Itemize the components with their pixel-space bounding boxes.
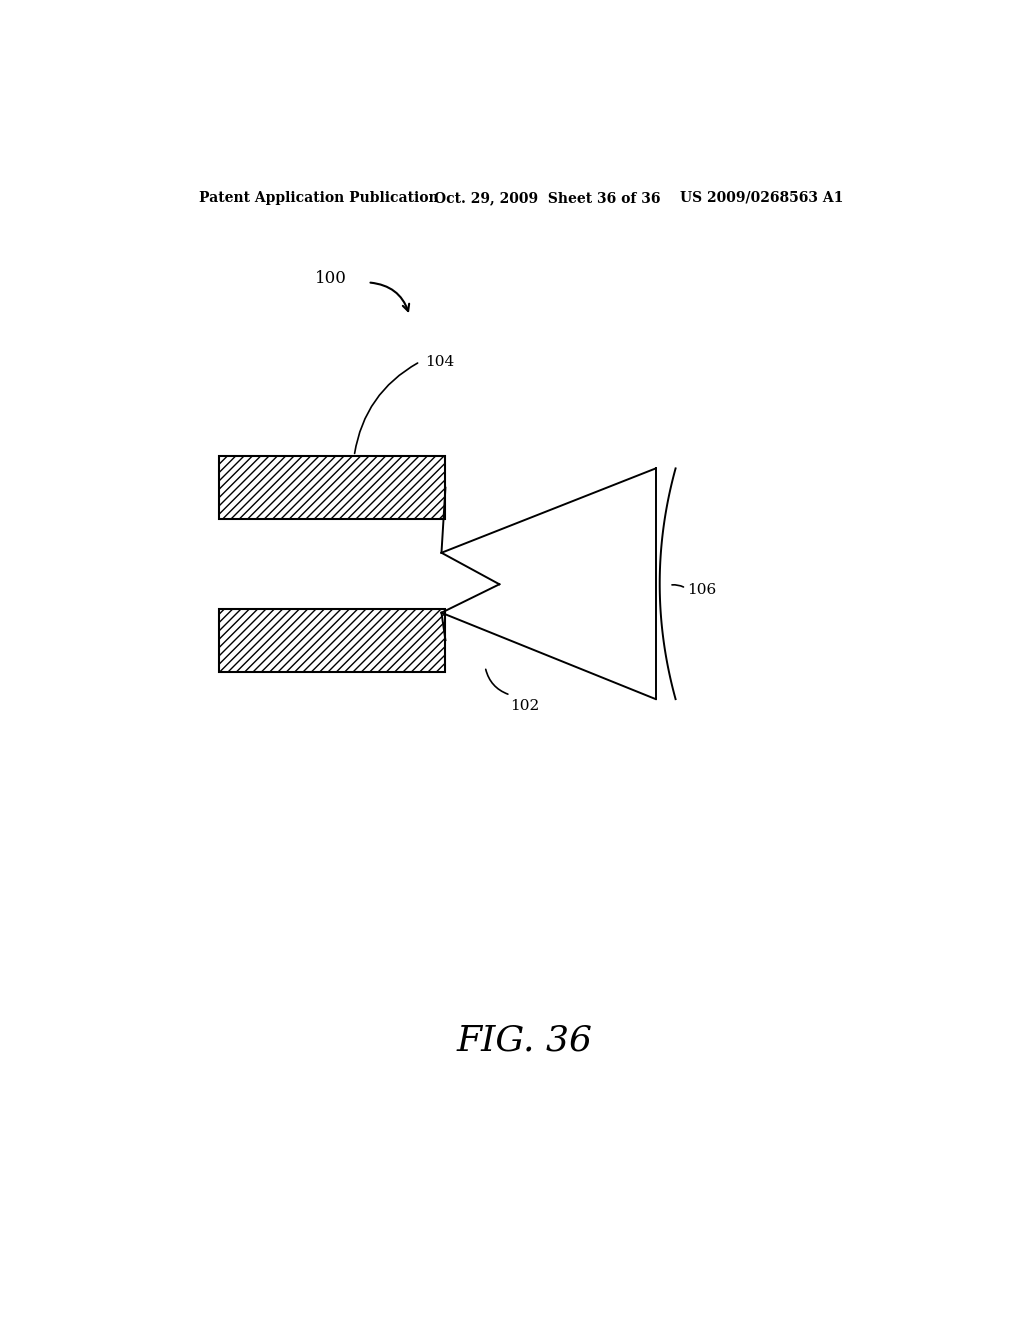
Bar (219, 457, 445, 519)
Text: US 2009/0268563 A1: US 2009/0268563 A1 (680, 191, 843, 205)
Bar (219, 609, 445, 672)
Text: 102: 102 (511, 700, 540, 713)
Text: 106: 106 (687, 583, 717, 598)
Text: 100: 100 (314, 269, 346, 286)
Text: Patent Application Publication: Patent Application Publication (200, 191, 439, 205)
Bar (219, 609, 445, 672)
Bar (219, 457, 445, 519)
Text: 104: 104 (426, 355, 455, 368)
Text: FIG. 36: FIG. 36 (457, 1023, 593, 1057)
Text: Oct. 29, 2009  Sheet 36 of 36: Oct. 29, 2009 Sheet 36 of 36 (433, 191, 660, 205)
